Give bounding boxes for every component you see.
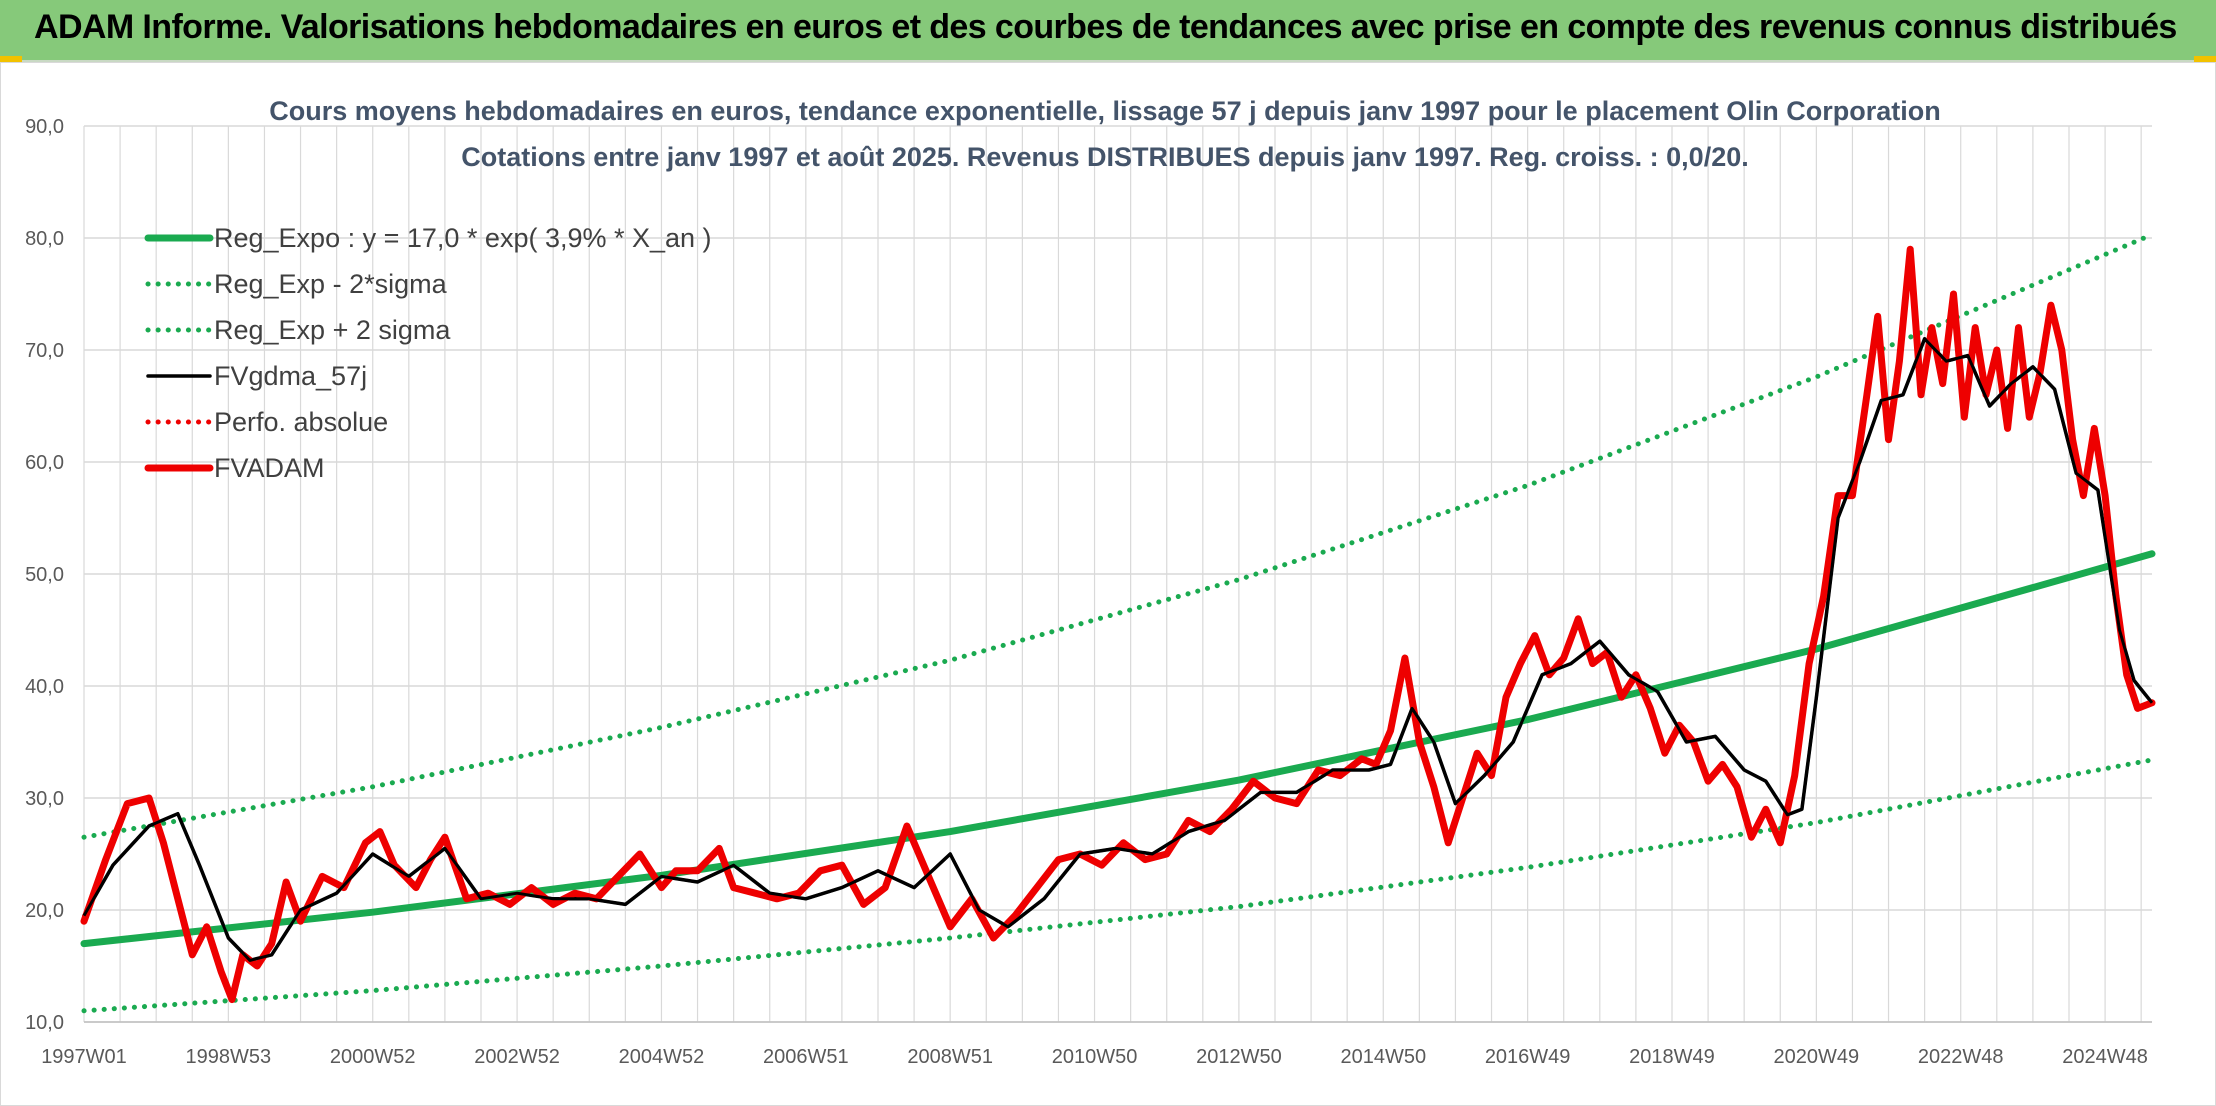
x-axis: 1997W01 1998W53 2000W52 2002W52 2004W52 2006W… [41,1021,2152,1068]
gridlines [83,125,2152,1023]
chart-title: Cours moyens hebdomadaires en euros, ten… [269,96,1940,126]
y-tick-label: 30,0 [25,788,64,810]
series-line [80,550,2156,948]
y-tick-label: 40,0 [25,676,64,698]
x-tick-label: 2024W48 [2062,1046,2148,1068]
chart-subtitle: Cotations entre janv 1997 et août 2025. … [461,142,1748,172]
legend-label: Perfo. absolue [214,407,388,437]
x-tick-label: 2004W52 [619,1046,705,1068]
legend-label: FVgdma_57j [214,361,367,391]
y-tick-label: 60,0 [25,452,64,474]
legend-label: Reg_Exp + 2 sigma [214,315,451,345]
series-line [81,757,2155,1014]
series-line [80,245,2156,1004]
x-tick-label: 2018W49 [1629,1046,1715,1068]
series-line [81,232,2155,840]
corner-marker-left [0,56,22,64]
x-tick-label: 1998W53 [186,1046,272,1068]
x-tick-label: 2002W52 [474,1046,560,1068]
y-tick-label: 70,0 [25,340,64,362]
x-tick-label: 2000W52 [330,1046,416,1068]
x-tick-label: 2010W50 [1052,1046,1138,1068]
report-title: ADAM Informe. Valorisations hebdomadaire… [34,8,2177,46]
chart-series [80,232,2156,1014]
x-tick-label: 2012W50 [1196,1046,1282,1068]
x-tick-label: 2014W50 [1340,1046,1426,1068]
x-tick-label: 1997W01 [41,1046,127,1068]
x-tick-label: 2006W51 [763,1046,849,1068]
y-tick-label: 90,0 [25,116,64,138]
x-tick-label: 2020W49 [1774,1046,1860,1068]
y-tick-label: 80,0 [25,228,64,250]
y-axis: 10,0 20,0 30,0 40,0 50,0 60,0 70,0 80,0 90,0 [25,116,64,1034]
chart-legend: Reg_Expo : y = 17,0 * exp( 3,9% * X_an )… [144,223,712,483]
y-tick-label: 50,0 [25,564,64,586]
report-banner: ADAM Informe. Valorisations hebdomadaire… [0,0,2216,62]
x-tick-label: 2016W49 [1485,1046,1571,1068]
x-tick-label: 2022W48 [1918,1046,2004,1068]
legend-label: FVADAM [214,453,325,483]
legend-label: Reg_Expo : y = 17,0 * exp( 3,9% * X_an ) [214,223,712,253]
series-line [82,337,2154,962]
legend-label: Reg_Exp - 2*sigma [214,269,448,299]
y-tick-label: 20,0 [25,900,64,922]
chart-area [0,62,2216,1106]
corner-marker-right [2194,56,2216,64]
y-tick-label: 10,0 [25,1012,64,1034]
x-tick-label: 2008W51 [907,1046,993,1068]
